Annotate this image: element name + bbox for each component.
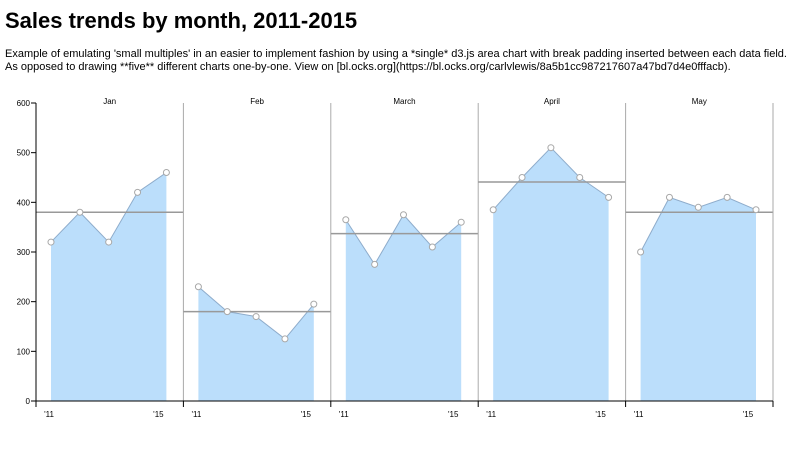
area-march [345, 214, 462, 401]
area-april [493, 147, 609, 401]
data-point-may-4 [723, 193, 731, 201]
x-tick-label-jan-end: '15 [153, 410, 164, 419]
x-tick-label-feb-start: '11 [191, 410, 201, 419]
data-point-may-2 [665, 193, 673, 201]
y-tick-label-100: 100 [17, 347, 31, 356]
data-point-march-4 [428, 243, 436, 251]
x-tick-label-april-start: '11 [486, 410, 496, 419]
panel-label-march: March [393, 97, 415, 106]
x-tick-label-april-end: '15 [595, 410, 606, 419]
data-point-jan-1 [47, 238, 55, 246]
data-point-april-3 [547, 144, 555, 152]
data-point-may-3 [694, 203, 702, 211]
x-tick-label-march-end: '15 [448, 410, 459, 419]
data-point-jan-4 [134, 188, 142, 196]
data-point-march-1 [342, 216, 350, 224]
area-feb [198, 286, 314, 401]
page-title: Sales trends by month, 2011-2015 [5, 8, 358, 33]
data-point-may-1 [637, 248, 645, 256]
page-description: Example of emulating 'small multiples' i… [5, 48, 787, 73]
data-point-march-3 [400, 211, 407, 219]
panel-label-jan: Jan [103, 97, 116, 106]
area-may [640, 197, 756, 401]
data-point-april-5 [605, 193, 613, 201]
data-point-jan-2 [76, 208, 84, 216]
panel-label-april: April [544, 97, 560, 106]
data-point-march-5 [457, 218, 465, 226]
x-tick-label-march-start: '11 [339, 410, 349, 419]
y-tick-label-400: 400 [17, 198, 31, 207]
data-point-april-2 [518, 174, 526, 181]
x-tick-label-may-start: '11 [634, 410, 644, 419]
data-point-jan-3 [105, 238, 113, 246]
panel-label-feb: Feb [250, 97, 264, 106]
data-point-march-2 [371, 260, 379, 268]
data-point-feb-5 [310, 300, 318, 308]
data-point-feb-1 [194, 283, 202, 291]
y-tick-label-300: 300 [17, 248, 31, 257]
data-point-jan-5 [162, 169, 170, 177]
x-tick-label-jan-start: '11 [44, 410, 54, 419]
x-tick-label-feb-end: '15 [301, 410, 312, 419]
y-tick-label-600: 600 [17, 99, 31, 108]
area-jan [51, 172, 167, 401]
data-point-feb-3 [252, 313, 260, 321]
panel-label-may: May [692, 97, 707, 106]
y-tick-label-0: 0 [26, 397, 31, 406]
data-point-feb-4 [281, 335, 289, 343]
data-point-may-5 [752, 206, 760, 214]
y-tick-label-200: 200 [17, 298, 31, 307]
data-point-feb-2 [223, 308, 231, 316]
y-tick-label-500: 500 [17, 149, 31, 158]
data-point-april-1 [489, 206, 497, 214]
data-point-april-4 [576, 174, 584, 181]
x-tick-label-may-end: '15 [743, 410, 754, 419]
